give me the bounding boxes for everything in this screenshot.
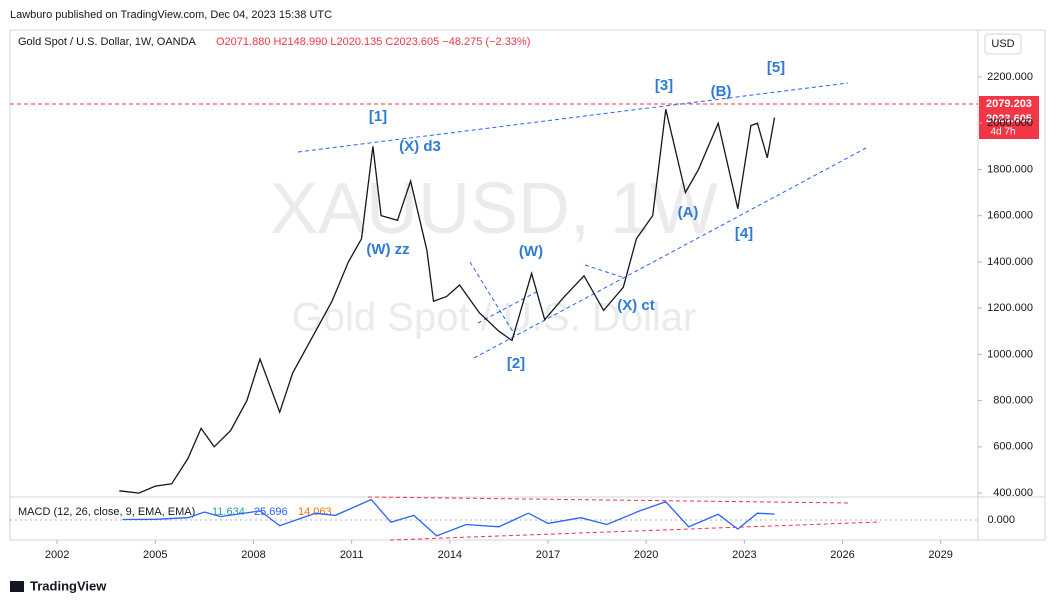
- x-tick-label: 2011: [340, 549, 364, 561]
- x-tick-label: 2005: [143, 549, 167, 561]
- countdown: 4d 7h: [990, 127, 1015, 138]
- macd-value: 25.696: [254, 506, 288, 518]
- macd-line: [122, 498, 775, 537]
- macd-label: MACD (12, 26, close, 9, EMA, EMA): [18, 506, 195, 518]
- legend-symbol: Gold Spot / U.S. Dollar, 1W, OANDA: [18, 36, 197, 48]
- watermark-ticker: XAUUSD, 1W: [270, 169, 718, 249]
- trendline: [584, 264, 626, 279]
- y-tick-label: 1800.000: [987, 163, 1033, 175]
- wave-label: (A): [678, 204, 699, 221]
- trendline: [469, 261, 516, 336]
- currency-button[interactable]: [984, 33, 1022, 55]
- wave-label: [1]: [369, 108, 387, 125]
- y-tick-label: 400.000: [993, 487, 1033, 499]
- x-tick-label: 2008: [241, 549, 265, 561]
- wave-label: (W) zz: [366, 241, 409, 258]
- y-tick-label: 1000.000: [987, 348, 1033, 360]
- x-tick-label: 2029: [928, 549, 952, 561]
- wave-label: [5]: [767, 59, 785, 76]
- publisher: Lawburo published on TradingView.com, De…: [10, 9, 332, 21]
- y-tick-label: 800.000: [993, 395, 1033, 407]
- wave-label: [3]: [655, 77, 673, 94]
- wave-label: (X) d3: [399, 138, 441, 155]
- price-line-badge: [979, 96, 1039, 112]
- price-line-label: 2079.203: [986, 98, 1032, 110]
- price-line-series: [119, 109, 776, 494]
- y-tick-label: 1400.000: [987, 256, 1033, 268]
- y-tick-label: 600.000: [993, 441, 1033, 453]
- x-tick-label: 2014: [438, 549, 462, 561]
- chart-frame: [9, 29, 1046, 541]
- macd-signal-value: 14.063: [298, 506, 332, 518]
- trendline: [297, 82, 849, 153]
- macd-trendline: [389, 521, 881, 541]
- y-tick-label: 2000.000: [987, 117, 1033, 129]
- watermark-name: Gold Spot / U.S. Dollar: [292, 296, 697, 340]
- x-tick-label: 2023: [732, 549, 756, 561]
- brand: TradingView: [30, 578, 107, 593]
- y-tick-label: 2200.000: [987, 71, 1033, 83]
- last-price-badge: [979, 112, 1039, 139]
- x-tick-label: 2017: [536, 549, 560, 561]
- wave-label: (X) ct: [617, 297, 655, 314]
- y-tick-label: 1200.000: [987, 302, 1033, 314]
- currency[interactable]: USD: [991, 38, 1014, 50]
- wave-label: (B): [711, 83, 732, 100]
- x-tick-label: 2026: [830, 549, 854, 561]
- wave-label: (W): [519, 243, 543, 260]
- trendline: [477, 289, 541, 324]
- x-tick-label: 2020: [634, 549, 658, 561]
- x-tick-label: 2002: [45, 549, 69, 561]
- brand-logo: [10, 581, 24, 592]
- y-tick-label: 1600.000: [987, 210, 1033, 222]
- legend-ohlc: O2071.880 H2148.990 L2020.135 C2023.605 …: [216, 36, 530, 48]
- last-price-label: 2023.605: [986, 113, 1032, 125]
- wave-label: [4]: [735, 225, 753, 242]
- macd-trendline: [367, 496, 851, 504]
- wave-label: [2]: [507, 355, 525, 372]
- macd-tick-label: 0.000: [987, 514, 1015, 526]
